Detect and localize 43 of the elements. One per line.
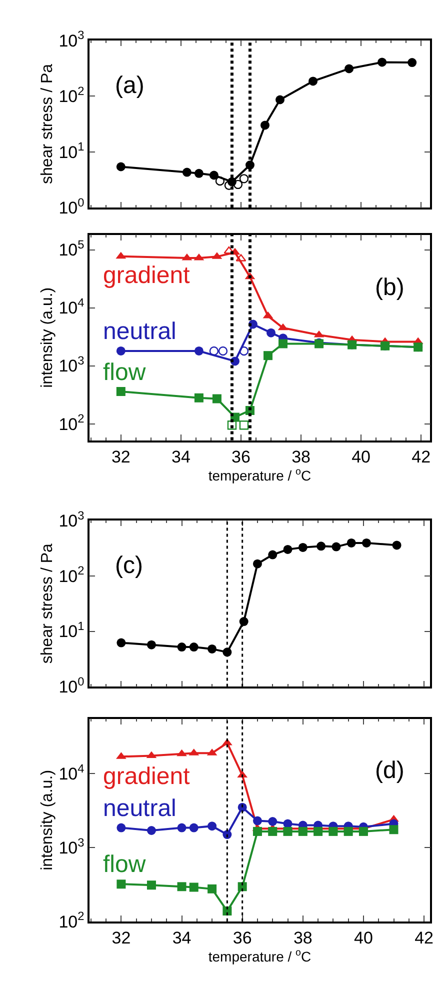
y-tick-label: 10$^{2}$ bbox=[58, 412, 85, 434]
x-tick-label: 34 bbox=[172, 928, 192, 948]
annotation: (d) bbox=[375, 757, 404, 784]
x-tick-label: 36 bbox=[232, 928, 252, 948]
y-tick-label: 10$^{3}$ bbox=[58, 835, 85, 858]
x-tick-label: 32 bbox=[112, 928, 131, 948]
y-axis-title: intensity (a.u.) bbox=[39, 287, 56, 388]
y-tick-label: 10$^{0}$ bbox=[58, 195, 85, 218]
series-label: gradient bbox=[103, 763, 190, 790]
x-tick-label: 40 bbox=[352, 447, 371, 466]
y-tick-label: 10$^{4}$ bbox=[58, 296, 85, 318]
annotation: (c) bbox=[115, 552, 143, 579]
y-tick-label: 10$^{3}$ bbox=[58, 354, 85, 376]
y-tick-label: 10$^{5}$ bbox=[58, 238, 85, 260]
series-label: neutral bbox=[103, 795, 176, 822]
y-tick-label: 10$^{1}$ bbox=[58, 140, 85, 162]
x-tick-label: 42 bbox=[412, 447, 431, 466]
y-axis-title: intensity (a.u.) bbox=[39, 770, 56, 870]
y-tick-label: 10$^{3}$ bbox=[58, 508, 85, 530]
series-label: flow bbox=[103, 359, 146, 386]
annotation: (b) bbox=[375, 274, 404, 301]
x-tick-label: 32 bbox=[111, 447, 130, 466]
y-tick-label: 10$^{4}$ bbox=[58, 761, 85, 784]
x-tick-label: 40 bbox=[354, 928, 373, 948]
x-tick-label: 42 bbox=[414, 928, 434, 948]
y-axis-title: shear stress / Pa bbox=[39, 64, 56, 184]
y-tick-label: 10$^{0}$ bbox=[58, 674, 85, 697]
y-axis-title: shear stress / Pa bbox=[39, 543, 56, 664]
series-label: neutral bbox=[103, 318, 176, 345]
y-tick-label: 10$^{1}$ bbox=[58, 619, 85, 642]
series-label: gradient bbox=[103, 262, 190, 289]
x-tick-label: 36 bbox=[232, 447, 250, 466]
x-axis-title: temperature / $^{o}$C bbox=[208, 948, 312, 964]
x-tick-label: 38 bbox=[292, 447, 310, 466]
y-tick-label: 10$^{2}$ bbox=[58, 909, 85, 932]
x-tick-label: 38 bbox=[293, 928, 312, 948]
series-label: flow bbox=[103, 851, 146, 878]
x-axis-title: temperature / $^{o}$C bbox=[208, 466, 312, 484]
annotation: (a) bbox=[115, 72, 144, 99]
y-tick-label: 10$^{3}$ bbox=[58, 28, 85, 50]
y-tick-label: 10$^{2}$ bbox=[58, 564, 85, 586]
x-tick-label: 34 bbox=[171, 447, 190, 466]
y-tick-label: 10$^{2}$ bbox=[58, 84, 85, 106]
